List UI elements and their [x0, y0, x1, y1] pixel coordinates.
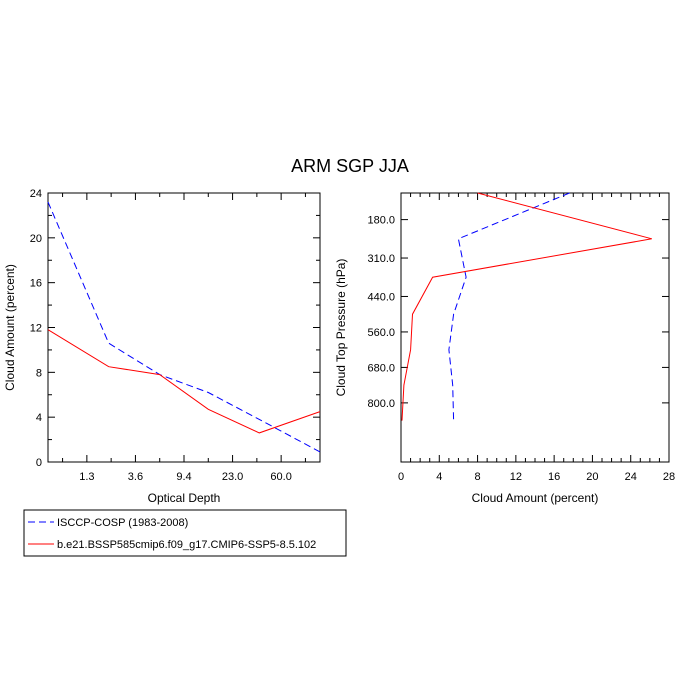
x-tick-label: 1.3 [79, 471, 94, 483]
y-tick-label: 12 [30, 323, 42, 335]
y-tick-label: 4 [36, 412, 42, 424]
chart-title: ARM SGP JJA [291, 156, 409, 176]
x-tick-label: 20 [586, 471, 598, 483]
y-tick-label: 560.0 [367, 327, 395, 339]
x-tick-label: 4 [436, 471, 442, 483]
legend-label-obs: ISCCP-COSP (1983-2008) [57, 517, 188, 529]
y-tick-label: 440.0 [367, 291, 395, 303]
x-tick-label: 24 [625, 471, 637, 483]
x-tick-label: 3.6 [128, 471, 143, 483]
y-axis-label: Cloud Top Pressure (hPa) [334, 259, 348, 397]
x-tick-label: 28 [663, 471, 675, 483]
plot-frame [400, 192, 670, 463]
x-tick-label: 8 [475, 471, 481, 483]
y-tick-label: 310.0 [367, 253, 395, 265]
y-tick-label: 8 [36, 367, 42, 379]
y-tick-label: 800.0 [367, 398, 395, 410]
pressure-panel: 0 4 8 12 16 20 24 28 180.0 310.0 440.0 560.0 680.0 80… [334, 192, 675, 505]
series-line-model [47, 329, 321, 434]
x-tick-label: 9.4 [176, 471, 191, 483]
legend-box [23, 509, 347, 557]
x-tick-label: 60.0 [270, 471, 291, 483]
x-tick-label: 16 [548, 471, 560, 483]
series-line-model [401, 192, 652, 421]
legend-label-model: b.e21.BSSP585cmip6.f09_g17.CMIP6-SSP5-8.… [57, 539, 316, 551]
plot-frame [47, 192, 321, 463]
x-tick-label: 23.0 [222, 471, 243, 483]
legend: ISCCP-COSP (1983-2008) b.e21.BSSP585cmip6… [23, 509, 347, 557]
y-tick-label: 16 [30, 278, 42, 290]
optical-depth-panel: 0 4 8 12 16 20 24 1.3 3.6 9.4 23.0 60.0 Optical Dept… [3, 188, 321, 505]
x-tick-label: 12 [510, 471, 522, 483]
y-tick-label: 0 [36, 457, 42, 469]
y-tick-label: 180.0 [367, 215, 395, 227]
x-axis-label: Optical Depth [148, 491, 221, 505]
y-tick-label: 680.0 [367, 362, 395, 374]
y-axis-label: Cloud Amount (percent) [3, 264, 17, 391]
y-tick-label: 20 [30, 233, 42, 245]
y-tick-label: 24 [30, 188, 42, 200]
series-line-obs [448, 192, 570, 421]
x-axis-label: Cloud Amount (percent) [472, 491, 599, 505]
series-line-obs [47, 201, 321, 453]
x-tick-label: 0 [398, 471, 404, 483]
